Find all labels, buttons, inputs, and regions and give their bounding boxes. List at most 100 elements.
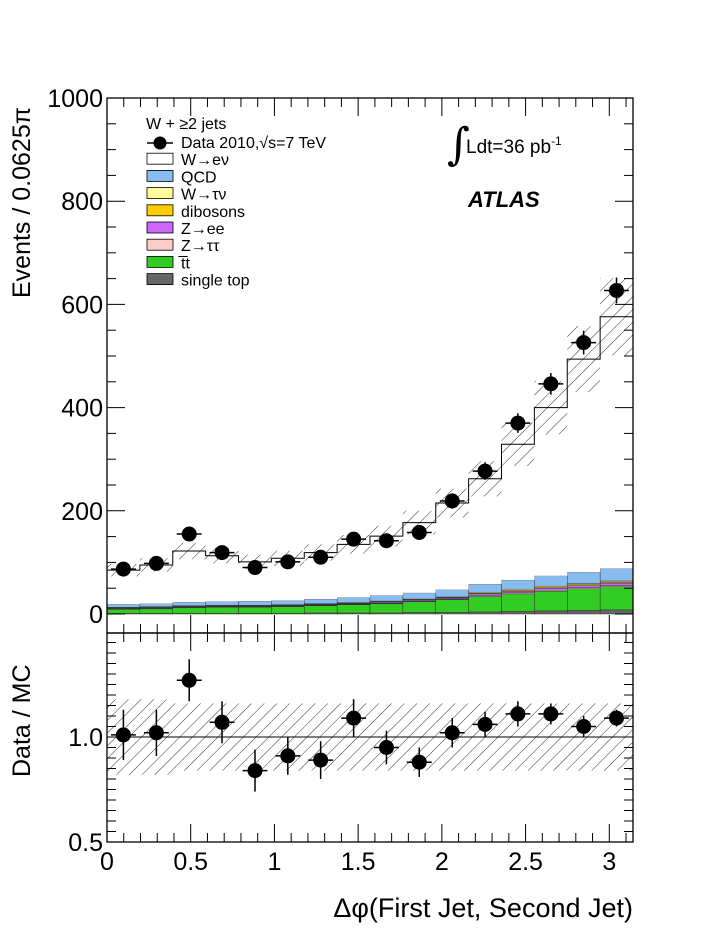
stack-bar-qcd-15 [599,568,634,582]
xtick-label-3: 1.5 [341,848,376,876]
stack-bar-singletop-10 [435,612,469,615]
legend-label-1: W→eν [181,152,229,169]
ratio-point-4 [247,763,263,779]
stack-bar-singletop-9 [402,612,436,615]
data-point-11 [477,463,493,479]
stack-bar-we-13 [534,407,568,576]
data-point-14 [576,335,592,351]
integral-sign: ∫ [447,119,470,170]
stack-bar-tt-10 [435,599,469,613]
mc-total-outline [106,316,633,614]
data-point-13 [543,376,559,392]
ratio-point-8 [378,740,394,755]
legend-label-8: single top [181,273,250,290]
stack-bar-singletop-11 [468,611,502,615]
legend-label-6: Z→ττ [181,238,220,255]
top-ytick-label-0: 0 [89,601,103,629]
ratio-point-14 [576,719,592,734]
legend-label-5: Z→ee [181,221,225,238]
data-point-1 [148,555,164,571]
top-ytick-label-4: 800 [61,188,103,216]
data-point-6 [313,549,329,565]
stack-bar-we-14 [567,359,601,573]
atlas-label: ATLAS [467,187,540,212]
data-point-4 [247,560,263,576]
stack-bar-tt-8 [369,603,404,614]
xtick-label-2: 1 [267,848,281,876]
ratio-point-9 [411,754,427,770]
legend-label-2: QCD [181,169,217,186]
legend-label-0: Data 2010,√s=7 TeV [181,135,326,152]
data-point-0 [115,561,131,577]
bottom-ytick-label-1: 1.0 [68,724,103,752]
legend: W + ≥2 jets Data 2010,√s=7 TeVW→eνQCDW→τ… [146,116,326,290]
stack-bar-qcd-8 [369,595,404,602]
ratio-point-1 [148,725,164,741]
stack-bar-qcd-7 [336,597,371,603]
mc-stack [106,316,634,615]
ratio-point-12 [510,706,526,722]
ratio-point-13 [543,706,559,722]
stack-bar-tt-15 [599,586,634,611]
legend-swatch-6 [146,238,174,251]
legend-swatch-7 [146,255,174,268]
top-ytick-label-2: 400 [61,395,103,423]
stack-bar-qcd-2 [172,601,206,606]
luminosity-exponent: -1 [551,134,562,148]
ratio-point-2 [181,672,197,688]
data-point-2 [181,526,197,542]
legend-data-marker [153,136,167,150]
mc-total-line [106,316,633,614]
stack-bar-zee-11 [468,593,502,596]
legend-swatch-4 [146,204,174,217]
luminosity-value: Ldt=36 pb [466,137,551,158]
stack-bar-tt-2 [172,607,206,614]
stack-bar-qcd-14 [567,572,601,584]
top-ytick-label-1: 200 [61,498,103,526]
legend-swatch-5 [146,221,174,234]
data-point-15 [608,282,624,298]
legend-swatch-2 [146,169,174,182]
stack-bar-tt-9 [402,601,436,613]
data-point-5 [280,554,296,570]
data-points [110,277,629,577]
stack-bar-tt-11 [468,596,502,613]
stack-bar-tt-13 [534,591,568,612]
ratio-point-6 [313,752,329,768]
stack-bar-tt-0 [106,609,141,614]
stack-bar-we-15 [600,316,633,569]
data-point-12 [510,415,526,431]
stack-bar-zee-14 [567,585,601,588]
stack-bar-tt-6 [304,605,338,614]
stack-bar-tt-14 [567,588,601,611]
ratio-point-3 [214,714,230,730]
stack-bar-qcd-12 [501,579,535,590]
stack-bar-qcd-0 [106,603,141,608]
legend-header: W + ≥2 jets [146,116,226,133]
stack-bar-singletop-15 [599,609,634,615]
legend-label-3: W→τν [181,187,226,204]
bottom-ytick-label-0: 0.5 [68,829,103,857]
data-point-8 [378,533,394,549]
stack-bar-qcd-1 [139,603,173,607]
stack-bar-singletop-14 [567,610,601,615]
stack-bar-we-12 [501,444,535,580]
top-ytick-label-5: 1000 [47,85,103,113]
stack-bar-zee-13 [534,588,568,591]
stack-bar-qcd-11 [468,583,502,593]
stack-bar-qcd-3 [205,601,239,606]
stack-bar-we-2 [172,551,206,603]
stack-bar-zee-15 [599,582,634,586]
top-ytick-label-3: 600 [61,291,103,319]
legend-swatch-1 [146,152,174,165]
top-y-axis-label: Events / 0.0625π [8,107,36,298]
xtick-label-0: 0 [100,848,114,876]
ratio-point-7 [346,710,362,726]
xtick-label-1: 0.5 [173,848,208,876]
stack-bar-qcd-4 [238,600,272,606]
stack-bar-tt-7 [336,604,371,614]
stack-bar-tt-5 [271,606,305,614]
xtick-label-5: 2.5 [508,848,543,876]
